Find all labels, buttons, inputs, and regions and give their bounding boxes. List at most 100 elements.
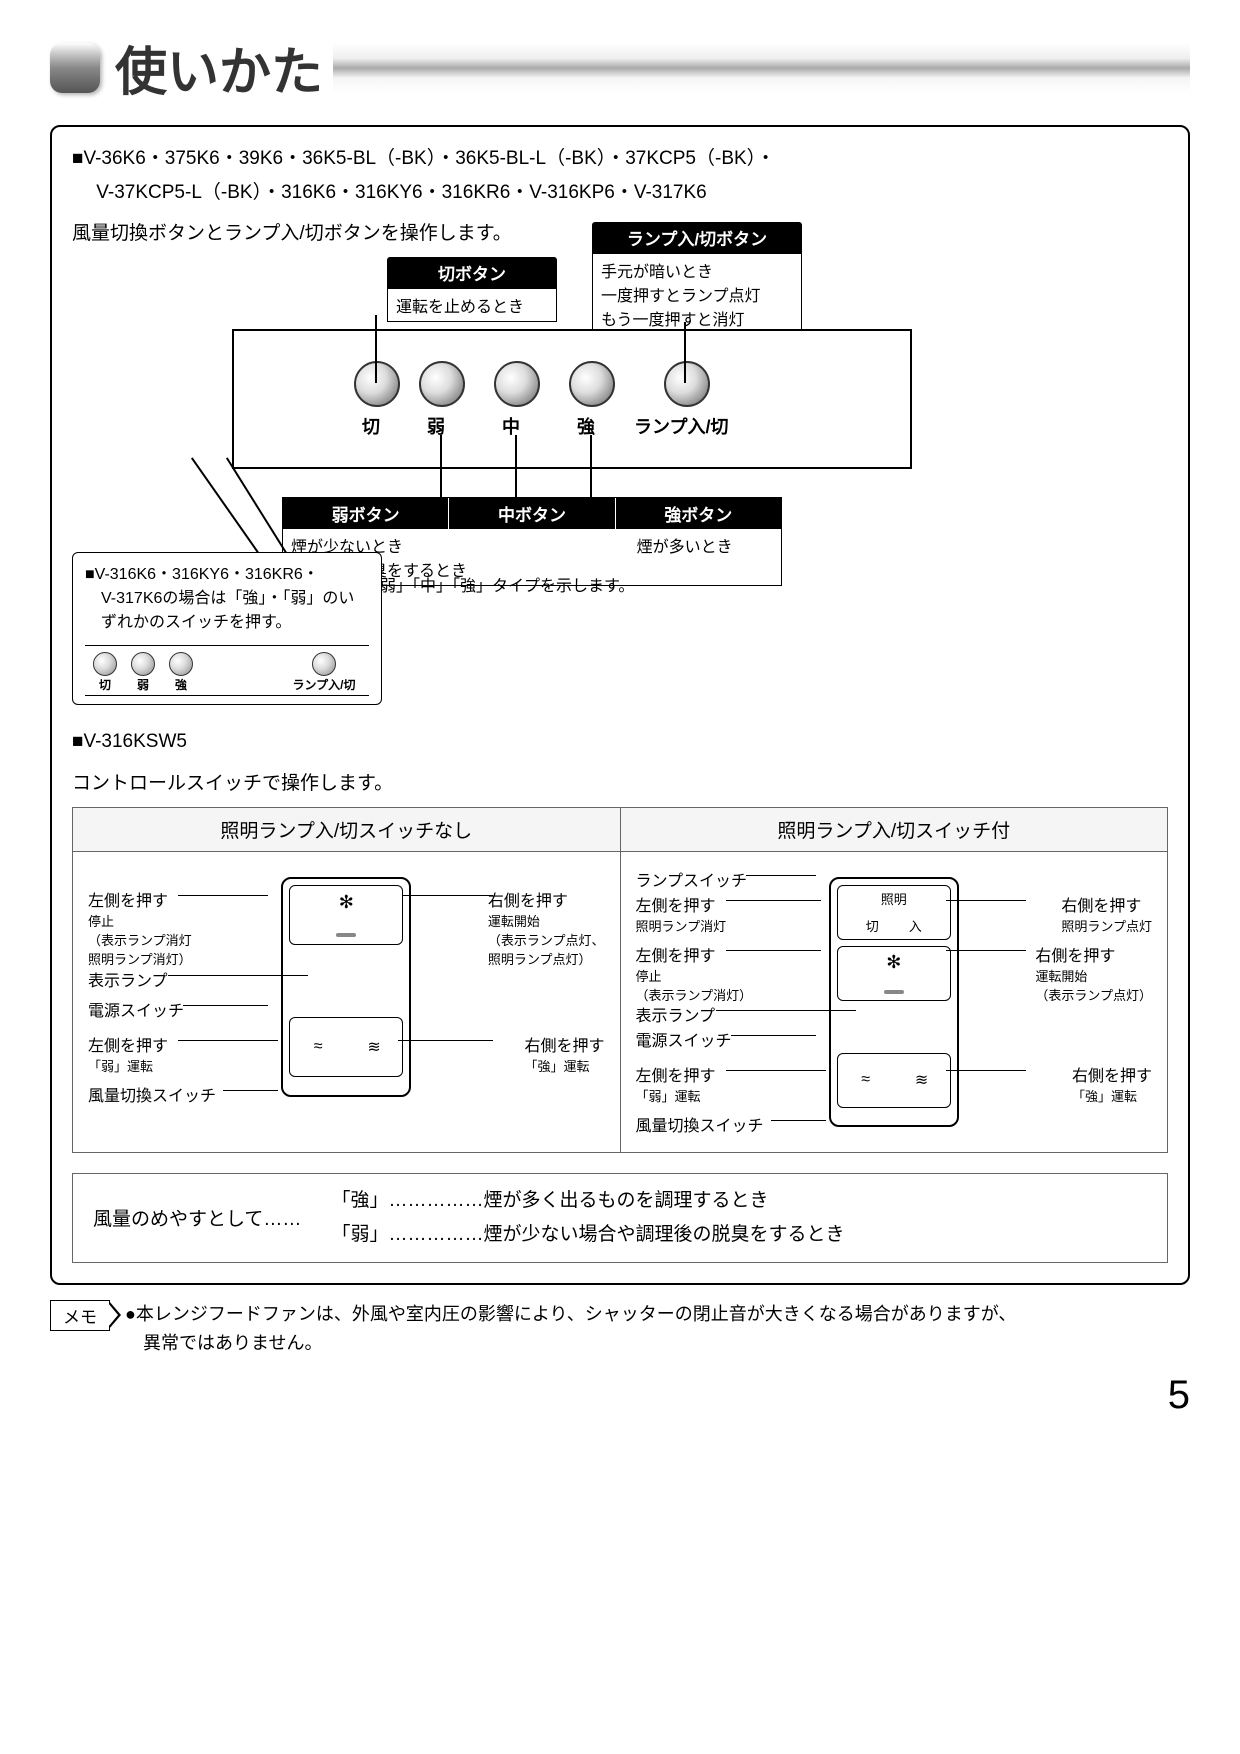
- ln: [746, 875, 816, 876]
- ln: [168, 975, 308, 976]
- switch-diagram-a: ✻ ≈ ≋ 左側を押す停止 （表示ランプ消灯 照明ランプ消灯） 表示ランプ: [88, 867, 605, 1117]
- guide-text: 「強」……………煙が多く出るものを調理するとき 「弱」……………煙が少ない場合や…: [331, 1184, 844, 1252]
- indicator-lamp: [336, 933, 356, 937]
- wave-high-icon: ≋: [915, 1070, 926, 1090]
- line: [684, 322, 686, 383]
- button-off[interactable]: [354, 361, 400, 407]
- instruction-2: コントロールスイッチで操作します。: [72, 768, 1168, 795]
- power-switch-a[interactable]: ✻: [289, 885, 403, 945]
- th-no-lamp: 照明ランプ入/切スイッチなし: [73, 807, 621, 851]
- airflow-guide: 風量のめやすとして…… 「強」……………煙が多く出るものを調理するとき 「弱」……: [72, 1173, 1168, 1263]
- mini-btn-low[interactable]: [131, 652, 155, 676]
- switch-plate-a: ✻ ≈ ≋: [281, 877, 411, 1097]
- spacer: [289, 951, 403, 1011]
- spacer: [831, 1007, 957, 1047]
- airflow-switch-a[interactable]: ≈ ≋: [289, 1017, 403, 1077]
- label-lamp: ランプ入/切: [634, 413, 728, 439]
- a-left2: 表示ランプ: [88, 967, 168, 991]
- callout-off: 切ボタン 運転を止めるとき: [387, 257, 557, 322]
- airflow-switch-b[interactable]: ≈ ≋: [837, 1053, 951, 1108]
- b-right1: 右側を押す照明ランプ点灯: [1061, 892, 1152, 935]
- b-left5: 左側を押す「弱」運転: [636, 1062, 716, 1105]
- mini-btn-high[interactable]: [169, 652, 193, 676]
- a-right1: 右側を押す運転開始 （表示ランプ点灯、 照明ランプ点灯）: [488, 887, 605, 968]
- a-right2: 右側を押す「強」運転: [524, 1032, 604, 1075]
- ln: [178, 1040, 278, 1041]
- ln: [183, 1005, 268, 1006]
- button-low[interactable]: [419, 361, 465, 407]
- title-gradient: [333, 43, 1190, 93]
- a-left5: 風量切換スイッチ: [88, 1082, 216, 1106]
- model-2: ■V-316KSW5: [72, 725, 1168, 759]
- ln: [398, 1040, 493, 1041]
- mini-panel: 切 弱 強 ランプ入/切: [85, 645, 369, 696]
- ln: [731, 1035, 816, 1036]
- line: [590, 435, 592, 497]
- memo-text: ●本レンジフードファンは、外風や室内圧の影響により、シャッターの閉止音が大きくな…: [125, 1300, 1016, 1358]
- line: [515, 435, 517, 497]
- indicator-lamp: [884, 990, 904, 994]
- ln: [946, 900, 1026, 901]
- b-lamp-label: ランプスイッチ: [636, 867, 748, 891]
- guide-label: 風量のめやすとして……: [93, 1204, 301, 1231]
- ln: [403, 895, 493, 896]
- ln: [771, 1120, 826, 1121]
- section-2: ■V-316KSW5 コントロールスイッチで操作します。 照明ランプ入/切スイッ…: [72, 725, 1168, 1263]
- control-panel: 切 弱 中 強 ランプ入/切: [232, 329, 912, 469]
- button-lamp[interactable]: [664, 361, 710, 407]
- a-left3: 電源スイッチ: [88, 997, 184, 1021]
- b-left2: 左側を押す停止 （表示ランプ消灯）: [636, 942, 753, 1004]
- lamp-switch-b[interactable]: 照明 切入: [837, 885, 951, 940]
- callout-lamp: ランプ入/切ボタン 手元が暗いとき 一度押すとランプ点灯 もう一度押すと消灯: [592, 222, 802, 335]
- ln: [946, 1070, 1026, 1071]
- line: [375, 315, 377, 383]
- b-left3: 表示ランプ: [636, 1002, 716, 1026]
- col-mid-title: 中ボタン: [449, 498, 615, 529]
- label-low: 弱: [427, 413, 445, 439]
- mini-btn-off[interactable]: [93, 652, 117, 676]
- b-left4: 電源スイッチ: [636, 1027, 732, 1051]
- ln: [726, 1070, 826, 1071]
- label-mid: 中: [502, 413, 520, 439]
- col-high-text: 煙が多いとき: [629, 529, 781, 585]
- button-mid[interactable]: [494, 361, 540, 407]
- mini-btn-lamp[interactable]: [312, 652, 336, 676]
- a-left1: 左側を押す停止 （表示ランプ消灯 照明ランプ消灯）: [88, 887, 192, 968]
- col-low-title: 弱ボタン: [283, 498, 449, 529]
- callout-lamp-text: 手元が暗いとき 一度押すとランプ点灯 もう一度押すと消灯: [592, 253, 802, 335]
- ln: [946, 950, 1026, 951]
- col-high-title: 強ボタン: [616, 498, 781, 529]
- b-right3: 右側を押す「強」運転: [1072, 1062, 1152, 1105]
- ln: [726, 950, 821, 951]
- switch-diagram-b: ランプスイッチ 照明 切入 ✻: [636, 867, 1153, 1137]
- page-number: 5: [50, 1373, 1190, 1418]
- button-panel-diagram: 切ボタン 運転を止めるとき ランプ入/切ボタン 手元が暗いとき 一度押すとランプ…: [72, 257, 1168, 577]
- sub-models: ■V-316K6・316KY6・316KR6・ V-317K6の場合は「強」・「…: [85, 563, 369, 635]
- title-icon: [50, 43, 100, 93]
- model-list-1: ■V-36K6・375K6・39K6・36K5-BL（-BK）・36K5-BL-…: [72, 142, 1168, 210]
- wave-low-icon: ≈: [861, 1071, 868, 1089]
- label-high: 強: [577, 413, 595, 439]
- wave-low-icon: ≈: [314, 1038, 321, 1056]
- switch-table: 照明ランプ入/切スイッチなし 照明ランプ入/切スイッチ付 ✻ ≈: [72, 807, 1168, 1153]
- b-right2: 右側を押す運転開始 （表示ランプ点灯）: [1035, 942, 1152, 1004]
- b-left1: 左側を押す照明ランプ消灯: [636, 892, 727, 935]
- ln: [178, 895, 268, 896]
- th-with-lamp: 照明ランプ入/切スイッチ付: [620, 807, 1168, 851]
- fan-icon: ✻: [886, 952, 901, 973]
- a-left4: 左側を押す「弱」運転: [88, 1032, 168, 1075]
- power-switch-b[interactable]: ✻: [837, 946, 951, 1001]
- title-bar: 使いかた: [50, 30, 1190, 105]
- main-content-box: ■V-36K6・375K6・39K6・36K5-BL（-BK）・36K5-BL-…: [50, 125, 1190, 1285]
- line: [440, 435, 442, 497]
- callout-off-title: 切ボタン: [387, 257, 557, 288]
- label-off: 切: [362, 413, 380, 439]
- button-high[interactable]: [569, 361, 615, 407]
- ln: [726, 900, 821, 901]
- b-left6: 風量切換スイッチ: [636, 1112, 764, 1136]
- memo-badge: メモ: [50, 1300, 110, 1331]
- wave-high-icon: ≋: [367, 1037, 378, 1057]
- callout-off-text: 運転を止めるとき: [387, 288, 557, 322]
- callout-lamp-title: ランプ入/切ボタン: [592, 222, 802, 253]
- switch-plate-b: 照明 切入 ✻ ≈ ≋: [829, 877, 959, 1127]
